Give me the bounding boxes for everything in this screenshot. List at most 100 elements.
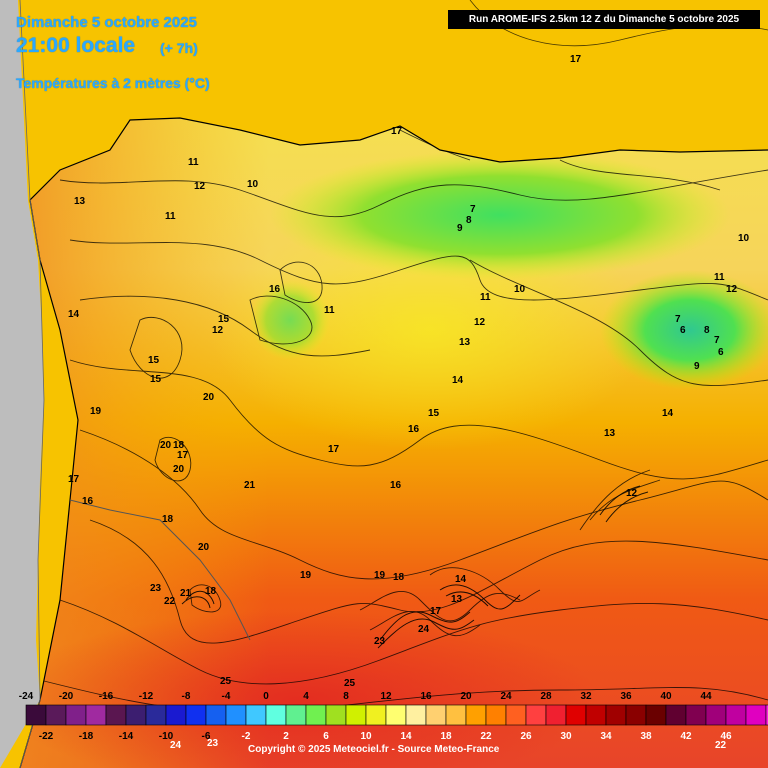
map-label: 10 bbox=[247, 179, 259, 190]
green-zone-north bbox=[270, 150, 730, 280]
map-label: 20 bbox=[173, 464, 185, 475]
legend-swatch bbox=[485, 704, 507, 726]
map-label: 23 bbox=[207, 738, 219, 749]
legend-swatch bbox=[505, 704, 527, 726]
map-label: 23 bbox=[374, 636, 386, 647]
legend-tick: -24 bbox=[18, 691, 34, 702]
legend-swatch bbox=[265, 704, 287, 726]
legend-tick: 30 bbox=[560, 731, 572, 742]
legend-swatch bbox=[85, 704, 107, 726]
map-label: 23 bbox=[150, 583, 162, 594]
map-label: 19 bbox=[374, 570, 386, 581]
legend-swatch bbox=[445, 704, 467, 726]
map-label: 19 bbox=[90, 406, 102, 417]
map-label: 8 bbox=[466, 215, 472, 226]
legend-swatch bbox=[405, 704, 427, 726]
map-label: 18 bbox=[173, 440, 185, 451]
legend-swatch bbox=[565, 704, 587, 726]
map-label: 16 bbox=[82, 496, 94, 507]
legend-tick: 44 bbox=[700, 691, 712, 702]
legend-tick: 34 bbox=[600, 731, 612, 742]
legend-tick: 12 bbox=[380, 691, 392, 702]
map-label: 16 bbox=[269, 284, 281, 295]
legend-swatch bbox=[725, 704, 747, 726]
map-label: 17 bbox=[328, 444, 340, 455]
map-label: 12 bbox=[194, 181, 206, 192]
parameter-title: Températures à 2 mètres (°C) bbox=[16, 75, 210, 91]
map-label: 12 bbox=[626, 488, 638, 499]
map-label: 13 bbox=[604, 428, 616, 439]
legend-tick: 14 bbox=[400, 731, 412, 742]
map-label: 20 bbox=[160, 440, 172, 451]
legend-tick: 18 bbox=[440, 731, 452, 742]
legend-tick: 4 bbox=[303, 691, 309, 702]
map-label: 17 bbox=[570, 54, 582, 65]
legend-tick: -8 bbox=[181, 691, 191, 702]
dense-contours-mountains bbox=[181, 485, 649, 649]
forecast-date: Dimanche 5 octobre 2025 bbox=[16, 14, 197, 31]
legend-tick: 0 bbox=[263, 691, 269, 702]
map-label: 11 bbox=[714, 272, 725, 283]
legend-tick: 8 bbox=[343, 691, 349, 702]
legend-tick: -4 bbox=[221, 691, 231, 702]
legend-swatch bbox=[585, 704, 607, 726]
map-label: 24 bbox=[418, 624, 430, 635]
legend-swatch bbox=[305, 704, 327, 726]
map-label: 17 bbox=[68, 474, 80, 485]
legend-swatch bbox=[125, 704, 147, 726]
map-label: 14 bbox=[452, 375, 464, 386]
legend-tick: -22 bbox=[38, 731, 54, 742]
map-label: 13 bbox=[74, 196, 86, 207]
map-label: 25 bbox=[344, 678, 356, 689]
legend-tick: -6 bbox=[201, 731, 211, 742]
map-label: 19 bbox=[300, 570, 312, 581]
forecast-offset: (+ 7h) bbox=[160, 40, 198, 56]
legend-tick: 2 bbox=[283, 731, 289, 742]
legend-tick: -16 bbox=[98, 691, 114, 702]
map-label: 7 bbox=[675, 314, 681, 325]
red-zone-south bbox=[20, 610, 600, 768]
legend-swatch bbox=[185, 704, 207, 726]
map-label: 18 bbox=[393, 572, 405, 583]
map-label: 12 bbox=[726, 284, 738, 295]
map-label: 17 bbox=[430, 606, 442, 617]
legend-swatch bbox=[345, 704, 367, 726]
legend-tick: -2 bbox=[241, 731, 251, 742]
map-label: 13 bbox=[451, 594, 463, 605]
legend-swatch bbox=[45, 704, 67, 726]
forecast-time: 21:00 locale bbox=[16, 34, 136, 57]
legend-tick: 10 bbox=[360, 731, 372, 742]
legend-swatch bbox=[745, 704, 767, 726]
map-label: 6 bbox=[718, 347, 724, 358]
legend-swatch bbox=[25, 704, 47, 726]
green-zone-east bbox=[600, 270, 768, 390]
legend-tick: -20 bbox=[58, 691, 74, 702]
legend-tick: -14 bbox=[118, 731, 134, 742]
map-label: 11 bbox=[165, 211, 176, 222]
legend-swatch bbox=[105, 704, 127, 726]
map-label: 21 bbox=[180, 588, 192, 599]
legend-tick: 20 bbox=[460, 691, 472, 702]
legend-tick: 24 bbox=[500, 691, 512, 702]
legend-tick: 38 bbox=[640, 731, 652, 742]
map-label: 15 bbox=[428, 408, 440, 419]
map-label: 17 bbox=[177, 450, 189, 461]
map-label: 7 bbox=[470, 204, 476, 215]
legend-swatch bbox=[365, 704, 387, 726]
map-label: 11 bbox=[188, 157, 199, 168]
map-label: 25 bbox=[220, 676, 232, 687]
grey-land-west bbox=[0, 0, 44, 768]
legend-swatch bbox=[65, 704, 87, 726]
map-label: 16 bbox=[390, 480, 402, 491]
legend-swatch bbox=[525, 704, 547, 726]
legend-tick: 42 bbox=[680, 731, 692, 742]
map-label: 8 bbox=[704, 325, 710, 336]
legend-tick: -10 bbox=[158, 731, 174, 742]
legend-tick: 40 bbox=[660, 691, 672, 702]
legend-swatch bbox=[425, 704, 447, 726]
legend-tick: 28 bbox=[540, 691, 552, 702]
legend-tick: 46 bbox=[720, 731, 732, 742]
legend-tick: -12 bbox=[138, 691, 154, 702]
legend-tick: 36 bbox=[620, 691, 632, 702]
